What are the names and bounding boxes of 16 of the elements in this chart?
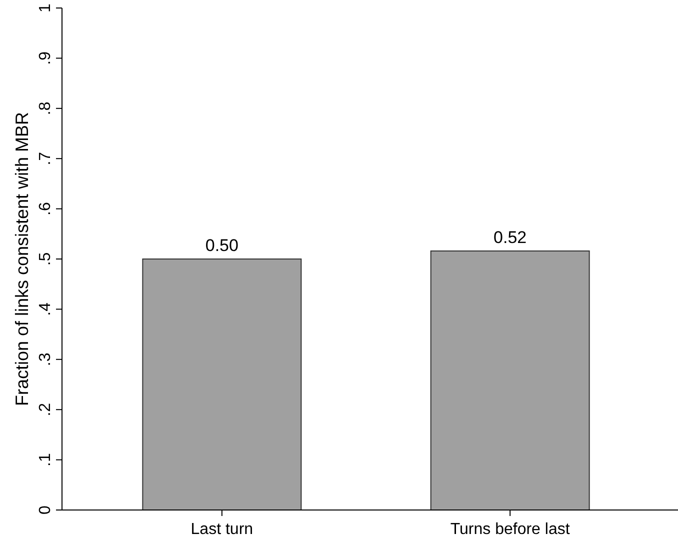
y-tick-label: .3 <box>37 352 54 366</box>
data-label: 0.52 <box>494 228 527 247</box>
y-tick-label: .1 <box>37 453 54 466</box>
y-tick-label: .9 <box>37 51 54 65</box>
y-tick-label: .2 <box>37 402 54 416</box>
y-tick-label: .6 <box>37 202 54 216</box>
x-tick-label: Turns before last <box>450 521 570 538</box>
y-tick-label: .5 <box>37 252 54 266</box>
y-tick-label: 0 <box>37 505 54 514</box>
x-tick-label: Last turn <box>190 521 254 538</box>
y-tick-label: .8 <box>37 102 54 116</box>
y-tick-label: .7 <box>37 152 54 166</box>
y-tick-label: .4 <box>37 302 54 316</box>
y-tick-label: 1 <box>37 3 54 12</box>
y-axis-title: Fraction of links consistent with MBR <box>12 112 32 406</box>
data-label: 0.50 <box>205 236 238 255</box>
